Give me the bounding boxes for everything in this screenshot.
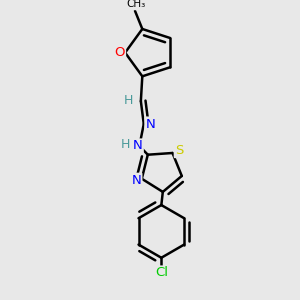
Text: H: H (121, 138, 130, 151)
Text: Cl: Cl (155, 266, 168, 280)
Text: CH₃: CH₃ (127, 0, 146, 9)
Text: N: N (133, 140, 143, 152)
Text: H: H (124, 94, 133, 107)
Text: N: N (145, 118, 155, 130)
Text: S: S (175, 144, 183, 157)
Text: N: N (132, 174, 141, 187)
Text: O: O (115, 46, 125, 59)
